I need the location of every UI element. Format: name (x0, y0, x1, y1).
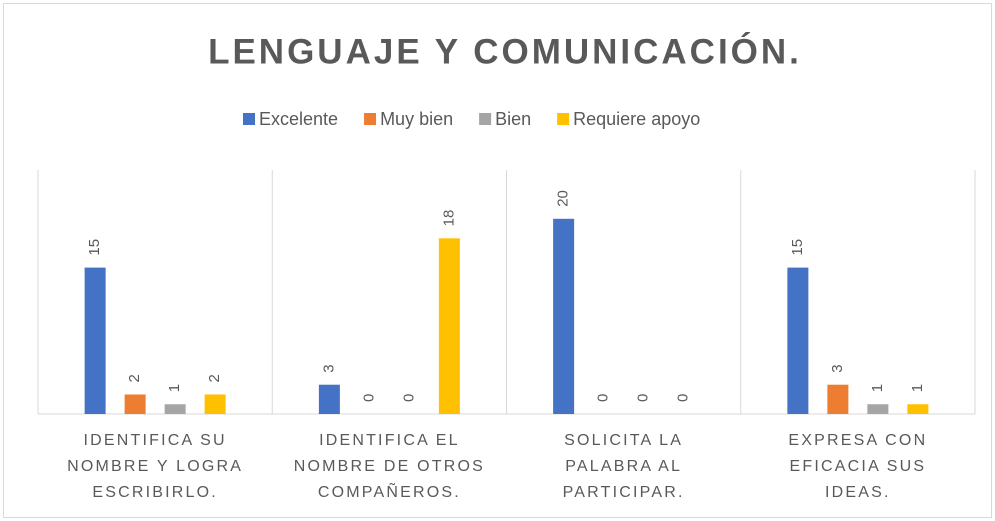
bar (827, 384, 849, 414)
data-label: 1 (909, 384, 926, 392)
bar (907, 404, 929, 414)
legend-swatch (243, 113, 255, 125)
x-tick-label: SOLICITA LA PALABRA AL PARTICIPAR. (563, 432, 685, 501)
data-label: 18 (440, 210, 457, 227)
x-tick-label: IDENTIFICA SU NOMBRE Y LOGRA ESCRIBIRLO. (67, 432, 243, 501)
bar (438, 238, 460, 414)
chart-frame (3, 3, 992, 518)
legend-swatch (557, 113, 570, 125)
bar (318, 384, 340, 414)
x-tick-label: EXPRESA CON EFICACIA SUS IDEAS. (788, 432, 927, 501)
bar (204, 394, 226, 414)
data-label: 20 (555, 190, 572, 207)
legend-swatch (364, 113, 377, 125)
legend-label: Excelente (259, 109, 338, 129)
legend-swatch (479, 113, 492, 125)
data-label: 2 (206, 374, 223, 382)
data-label: 3 (829, 364, 846, 372)
data-label: 3 (320, 364, 337, 372)
legend-label: Muy bien (380, 109, 453, 129)
data-label: 15 (789, 239, 806, 256)
legend-label: Requiere apoyo (573, 109, 700, 129)
data-label: 0 (675, 394, 692, 402)
bar (553, 218, 575, 414)
bar (787, 267, 809, 414)
data-label: 0 (400, 394, 417, 402)
bar (124, 394, 146, 414)
data-label: 1 (166, 384, 183, 392)
bar (867, 404, 889, 414)
data-label: 0 (595, 394, 612, 402)
bar (164, 404, 186, 414)
data-label: 1 (869, 384, 886, 392)
chart-title: LENGUAJE Y COMUNICACIÓN. (208, 31, 802, 71)
data-label: 2 (126, 374, 143, 382)
data-label: 0 (635, 394, 652, 402)
bar (84, 267, 106, 414)
x-tick-label: IDENTIFICA EL NOMBRE DE OTROS COMPAÑEROS. (294, 432, 485, 501)
legend-label: Bien (495, 109, 531, 129)
data-label: 0 (360, 394, 377, 402)
data-label: 15 (86, 239, 103, 256)
